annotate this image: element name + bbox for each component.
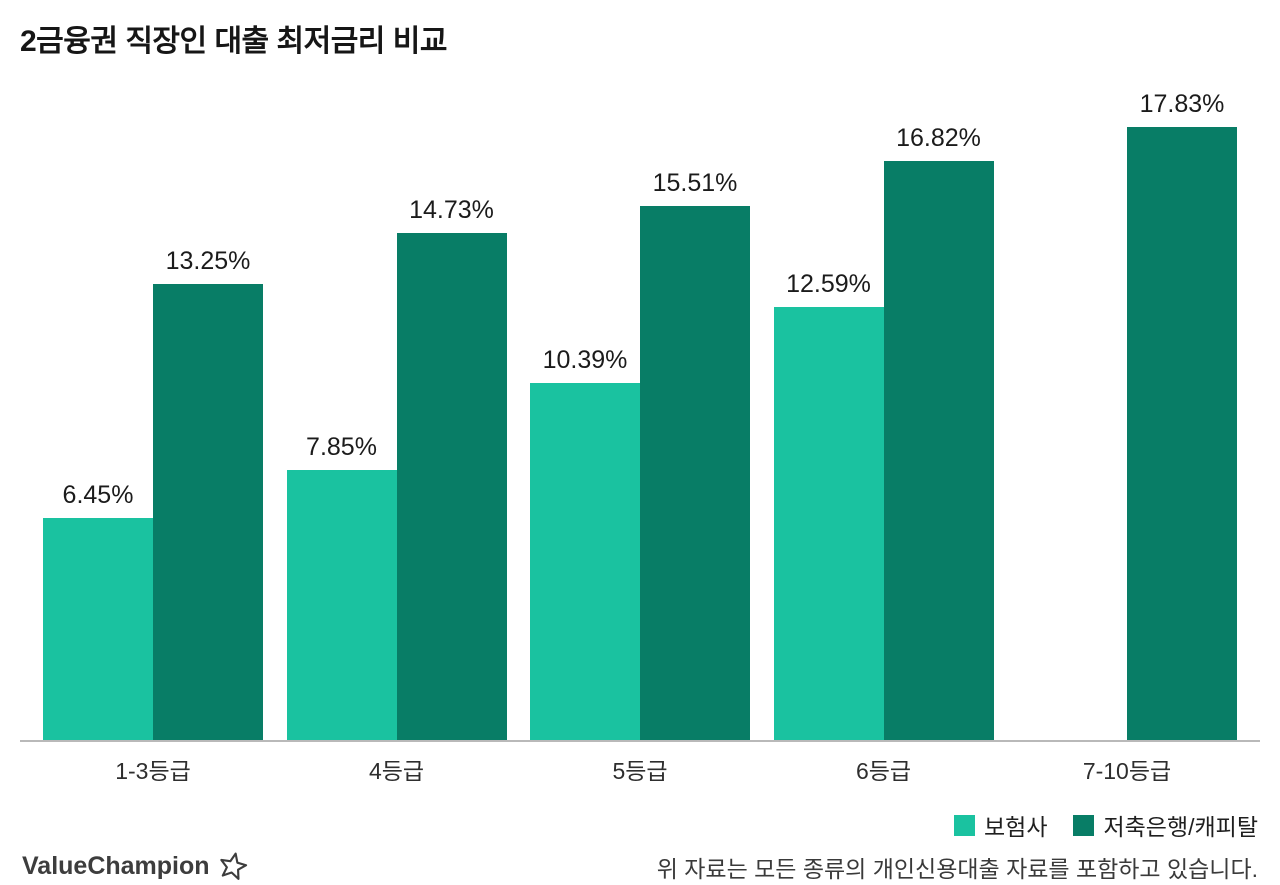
brand-logo: ValueChampion (22, 850, 249, 884)
bar-column: 13.25% (153, 247, 263, 740)
bar-value-label: 7.85% (306, 433, 377, 461)
bar-column: 7.85% (286, 433, 397, 740)
bar-column: 10.39% (530, 346, 640, 740)
legend-label: 저축은행/캐피탈 (1103, 814, 1258, 840)
legend-item: 저축은행/캐피탈 (1073, 808, 1258, 842)
bar-column: 16.82% (883, 124, 994, 740)
bar-value-label: 14.73% (409, 196, 494, 224)
legend: 보험사 저축은행/캐피탈 (954, 808, 1258, 842)
category-label: 6등급 (855, 758, 912, 784)
bar-group: 12.59% 16.82% (773, 124, 994, 740)
bar-value-label: 13.25% (165, 247, 251, 275)
bar-value-label: 15.51% (652, 169, 738, 197)
legend-label: 보험사 (984, 814, 1048, 840)
bar-group: 17.83% (1017, 90, 1237, 740)
bar-segment (773, 307, 884, 740)
bar-column: 15.51% (640, 169, 750, 740)
legend-swatch (954, 814, 975, 836)
category-label: 1-3등급 (115, 758, 191, 784)
category-label: 4등급 (368, 758, 425, 784)
plot-area: 6.45% 13.25% 7.85% 14.73% 10.39% 15.51% 12.59%… (20, 90, 1260, 742)
brand-name: ValueChampion (22, 851, 210, 880)
bar-chart: 6.45% 13.25% 7.85% 14.73% 10.39% 15.51% 12.59%… (20, 90, 1260, 786)
bar-column: 12.59% (773, 270, 884, 740)
legend-swatch (1073, 814, 1095, 836)
bar-value-label: 17.83% (1139, 90, 1225, 118)
bar-column: 6.45% (43, 481, 153, 740)
legend-item: 보험사 (954, 808, 1047, 842)
bar-group: 10.39% 15.51% (530, 169, 750, 740)
bar-segment (640, 206, 750, 740)
bar-segment (396, 233, 507, 740)
bar-value-label: 12.59% (786, 270, 871, 298)
bar-group: 7.85% 14.73% (286, 196, 507, 740)
chart-title: 2금융권 직장인 대출 최저금리 비교 (20, 25, 447, 58)
footnote: 위 자료는 모든 종류의 개인신용대출 자료를 포함하고 있습니다. (656, 856, 1258, 882)
bar-segment (153, 284, 263, 740)
category-label: 7-10등급 (1082, 758, 1172, 784)
bar-value-label: 16.82% (896, 124, 981, 152)
bar-segment (530, 383, 640, 740)
bar-segment (883, 161, 994, 740)
x-axis-labels: 1-3등급 4등급 5등급 6등급 7-10등급 (20, 742, 1260, 786)
bar-column: 17.83% (1127, 90, 1237, 740)
bar-segment (1127, 127, 1237, 740)
category-label: 5등급 (612, 758, 668, 784)
bar-segment (43, 518, 153, 740)
bar-value-label: 10.39% (542, 346, 628, 374)
legend-and-note: 보험사 저축은행/캐피탈 위 자료는 모든 종류의 개인신용대출 자료를 포함하고… (657, 808, 1258, 884)
star-icon (217, 850, 249, 882)
bar-column: 14.73% (396, 196, 507, 740)
chart-footer: ValueChampion 보험사 저축은행/캐피탈 위 자료는 모든 종류의 개… (20, 808, 1260, 884)
bar-value-label: 6.45% (62, 481, 134, 509)
bar-segment (286, 470, 397, 740)
bar-group: 6.45% 13.25% (43, 247, 263, 740)
